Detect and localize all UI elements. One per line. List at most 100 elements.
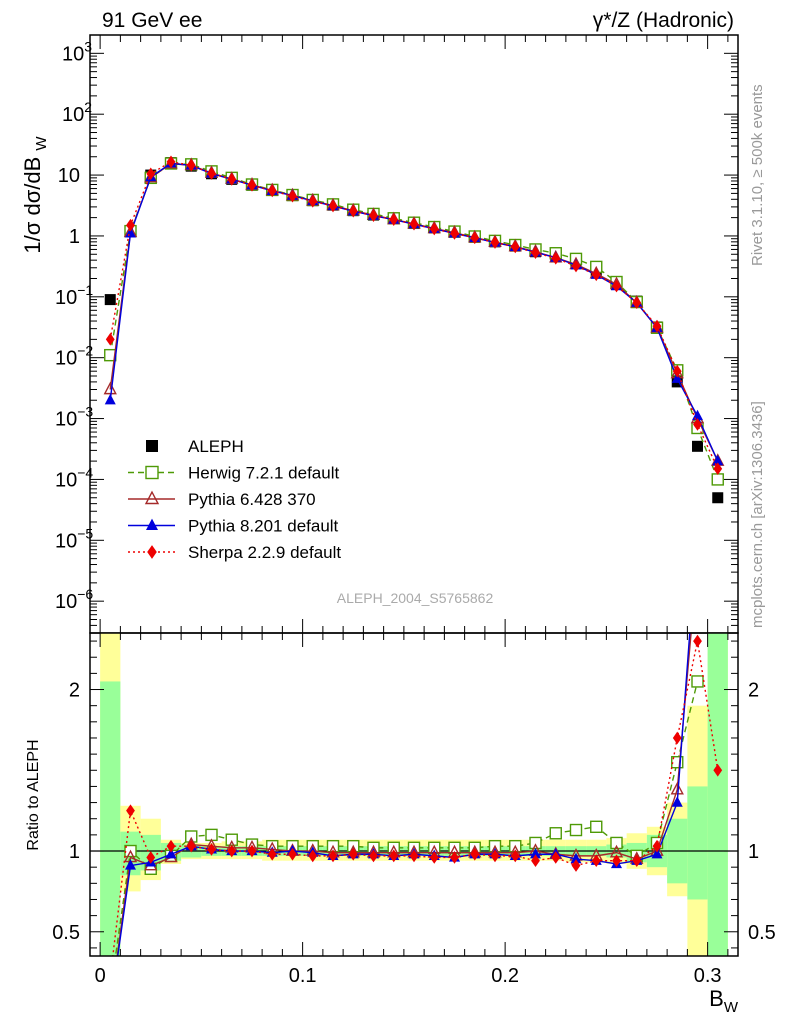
legend-item: Herwig 7.2.1 default [128, 464, 339, 483]
data-point [103, 381, 117, 395]
series-line [109, 162, 719, 462]
ratio-y-tick-label: 1 [69, 841, 80, 863]
ratio-series-sherpa-2-2-9-default [112, 634, 723, 956]
data-point [348, 204, 358, 218]
data-point [671, 372, 683, 383]
data-point [126, 218, 135, 232]
ratio-point [409, 849, 419, 863]
mcplots-label: mcplots.cern.ch [arXiv:1306.3436] [749, 401, 766, 628]
legend-label: Pythia 6.428 370 [188, 490, 316, 509]
data-point [692, 440, 703, 452]
main-y-tick-label: 10−6 [55, 586, 93, 613]
legend-marker [145, 465, 159, 480]
data-point [288, 189, 297, 203]
ratio-point [529, 836, 542, 850]
ratio-point [590, 820, 603, 833]
ratio-point [227, 844, 237, 858]
ratio-point [672, 731, 682, 745]
ratio-point [531, 854, 540, 868]
ratio-point [308, 849, 318, 863]
ratio-point [328, 849, 338, 863]
data-point [672, 364, 682, 378]
ratio-point [146, 851, 156, 864]
ratio-point [651, 847, 663, 859]
ratio-point [247, 844, 257, 858]
ratio-y-tick-label: 2 [69, 680, 80, 702]
ratio-y-label: Ratio to ALEPH [25, 739, 42, 850]
main-y-tick-exp: −2 [77, 343, 93, 359]
data-point [612, 279, 621, 293]
data-point [429, 222, 439, 236]
main-y-tick-exp: −3 [77, 404, 93, 420]
ratio-point [569, 823, 583, 837]
data-point [369, 209, 378, 223]
legend-marker [146, 518, 158, 530]
x-tick-label: 0.2 [491, 965, 519, 987]
ratio-point [207, 843, 216, 856]
ratio-y-tick-label-right: 1 [748, 841, 759, 863]
data-point [389, 213, 399, 227]
data-point [712, 454, 724, 466]
ratio-point [632, 854, 642, 868]
data-point [247, 178, 257, 192]
main-y-label-sub: W [33, 136, 50, 151]
main-y-tick-label: 10−4 [55, 464, 93, 491]
series-sherpa-2-2-9-default [105, 155, 723, 476]
x-tick-label: 0.1 [289, 965, 317, 987]
ratio-point [429, 851, 439, 864]
ratio-point [490, 849, 500, 863]
ratio-y-tick-label: 0.5 [52, 922, 80, 944]
data-point [490, 236, 500, 249]
ratio-frame [89, 632, 739, 957]
ratio-point [166, 839, 176, 853]
series-herwig-7-2-1-default [104, 157, 724, 486]
ratio-series-herwig-7-2-1-default [114, 675, 704, 956]
ratio-point [570, 852, 582, 864]
main-y-tick-label: 10−3 [55, 404, 93, 431]
data-point [146, 167, 156, 181]
main-y-tick-exp: 2 [84, 99, 92, 115]
ratio-point [165, 847, 177, 859]
main-y-tick-exp: −6 [77, 586, 93, 602]
data-point [104, 294, 116, 306]
ratio-point [288, 847, 297, 861]
main-y-label-text: 1/σ dσ/dB [20, 157, 45, 254]
ratio-band-inner [707, 633, 728, 956]
ratio-line [114, 681, 699, 956]
main-y-tick-label: 10 [58, 165, 80, 187]
data-point [186, 158, 196, 172]
ratio-point [549, 827, 562, 840]
ratio-point [691, 675, 704, 688]
watermark: ALEPH_2004_S5765862 [337, 590, 494, 606]
ratio-point [470, 847, 480, 861]
ratio-point [125, 859, 136, 870]
ratio-y-tick-label-right: 0.5 [748, 922, 776, 944]
ratio-point [671, 796, 683, 807]
data-point [591, 268, 601, 282]
ratio-point [591, 854, 601, 868]
main-y-tick-exp: −1 [77, 282, 93, 298]
legend-item: Pythia 6.428 370 [128, 490, 316, 509]
data-point [713, 462, 723, 476]
ratio-point [530, 847, 541, 859]
ratio-point [571, 859, 581, 872]
data-point [712, 492, 724, 504]
data-point [470, 231, 480, 245]
ratio-point [671, 756, 684, 769]
data-point [692, 409, 703, 421]
data-point [207, 167, 216, 180]
data-point [693, 418, 702, 431]
legend-label: Sherpa 2.2.9 default [188, 543, 341, 562]
ratio-point [186, 839, 196, 853]
data-point [531, 246, 540, 260]
main-y-tick-label: 1 [69, 226, 80, 248]
legend-marker [144, 490, 160, 505]
ratio-point [369, 849, 378, 863]
data-point [166, 155, 176, 169]
series-pythia-6-428-370 [103, 155, 725, 466]
legend-item: Sherpa 2.2.9 default [128, 543, 341, 562]
data-point [125, 227, 136, 238]
data-point [227, 173, 237, 186]
main-y-tick-exp: −4 [77, 464, 93, 480]
main-y-tick-exp: 3 [84, 38, 92, 54]
